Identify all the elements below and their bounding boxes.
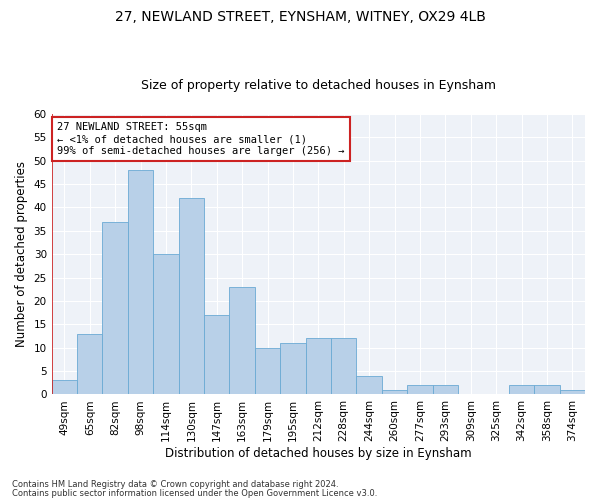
Bar	[509, 385, 534, 394]
Bar	[153, 254, 179, 394]
Bar	[179, 198, 204, 394]
Text: 27, NEWLAND STREET, EYNSHAM, WITNEY, OX29 4LB: 27, NEWLAND STREET, EYNSHAM, WITNEY, OX2…	[115, 10, 485, 24]
Bar	[331, 338, 356, 394]
Bar	[280, 343, 305, 394]
Bar	[229, 287, 255, 395]
Y-axis label: Number of detached properties: Number of detached properties	[15, 161, 28, 347]
Bar	[560, 390, 585, 394]
Bar	[433, 385, 458, 394]
Bar	[534, 385, 560, 394]
Bar	[407, 385, 433, 394]
Bar	[305, 338, 331, 394]
Bar	[255, 348, 280, 395]
X-axis label: Distribution of detached houses by size in Eynsham: Distribution of detached houses by size …	[165, 447, 472, 460]
Text: 27 NEWLAND STREET: 55sqm
← <1% of detached houses are smaller (1)
99% of semi-de: 27 NEWLAND STREET: 55sqm ← <1% of detach…	[57, 122, 344, 156]
Title: Size of property relative to detached houses in Eynsham: Size of property relative to detached ho…	[141, 79, 496, 92]
Bar	[382, 390, 407, 394]
Bar	[356, 376, 382, 394]
Text: Contains public sector information licensed under the Open Government Licence v3: Contains public sector information licen…	[12, 488, 377, 498]
Bar	[52, 380, 77, 394]
Bar	[204, 315, 229, 394]
Bar	[103, 222, 128, 394]
Bar	[128, 170, 153, 394]
Text: Contains HM Land Registry data © Crown copyright and database right 2024.: Contains HM Land Registry data © Crown c…	[12, 480, 338, 489]
Bar	[77, 334, 103, 394]
